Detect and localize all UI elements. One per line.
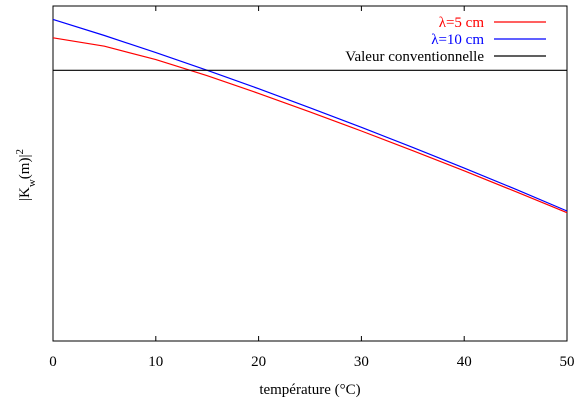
series-line-1 <box>52 18 568 212</box>
x-axis-label: température (°C) <box>259 382 360 398</box>
x-tick-label-3: 30 <box>354 354 369 370</box>
y-axis-label: |Kw(m)|2 <box>14 149 38 201</box>
series-line-0 <box>52 37 568 214</box>
legend-label-1: λ=10 cm <box>431 32 484 48</box>
plot-frame <box>52 5 568 342</box>
x-tick-label-2: 20 <box>251 354 266 370</box>
legend-label-2: Valeur conventionnelle <box>345 49 484 65</box>
x-tick-label-1: 10 <box>148 354 163 370</box>
x-tick-label-0: 0 <box>49 354 57 370</box>
x-axis-ticks: 0 10 20 30 40 50 <box>49 6 574 370</box>
series-layer <box>52 18 568 214</box>
x-tick-label-5: 50 <box>560 354 574 370</box>
legend-label-0: λ=5 cm <box>439 15 485 31</box>
x-tick-label-4: 40 <box>457 354 472 370</box>
